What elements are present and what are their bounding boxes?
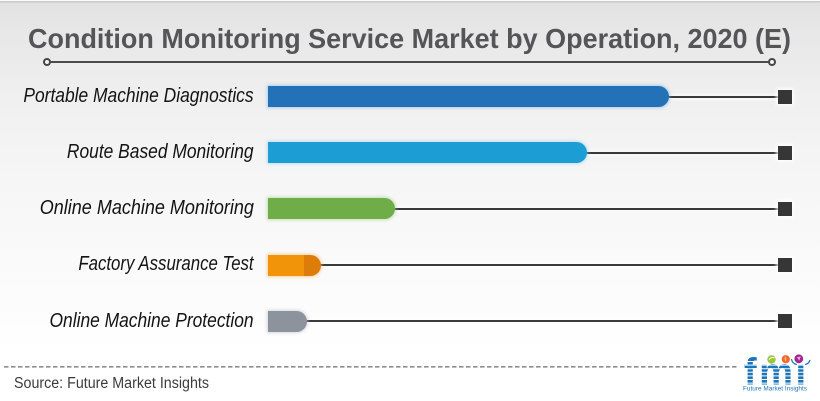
svg-text:Future Market Insights: Future Market Insights	[743, 386, 807, 393]
